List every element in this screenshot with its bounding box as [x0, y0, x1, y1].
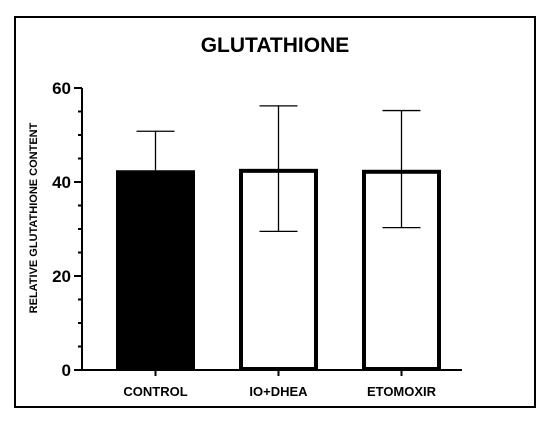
- y-axis-label: RELATIVE GLUTATHIONE CONTENT: [28, 122, 40, 313]
- category-labels-layer: CONTROL IO+DHEA ETOMOXIR: [123, 384, 436, 399]
- bar-control: [116, 170, 195, 371]
- y-tick-label: 60: [52, 79, 71, 98]
- y-tick-label: 20: [52, 267, 71, 286]
- chart-frame: [14, 16, 536, 408]
- x-tick-label: CONTROL: [123, 384, 187, 399]
- x-tick-label: ETOMOXIR: [367, 384, 437, 399]
- chart-title: GLUTATHIONE: [201, 34, 350, 57]
- y-tick-label: 40: [52, 173, 71, 192]
- x-tick-label: IO+DHEA: [249, 384, 308, 399]
- error-bars-layer: [136, 105, 421, 233]
- y-tick-label: 0: [62, 361, 71, 380]
